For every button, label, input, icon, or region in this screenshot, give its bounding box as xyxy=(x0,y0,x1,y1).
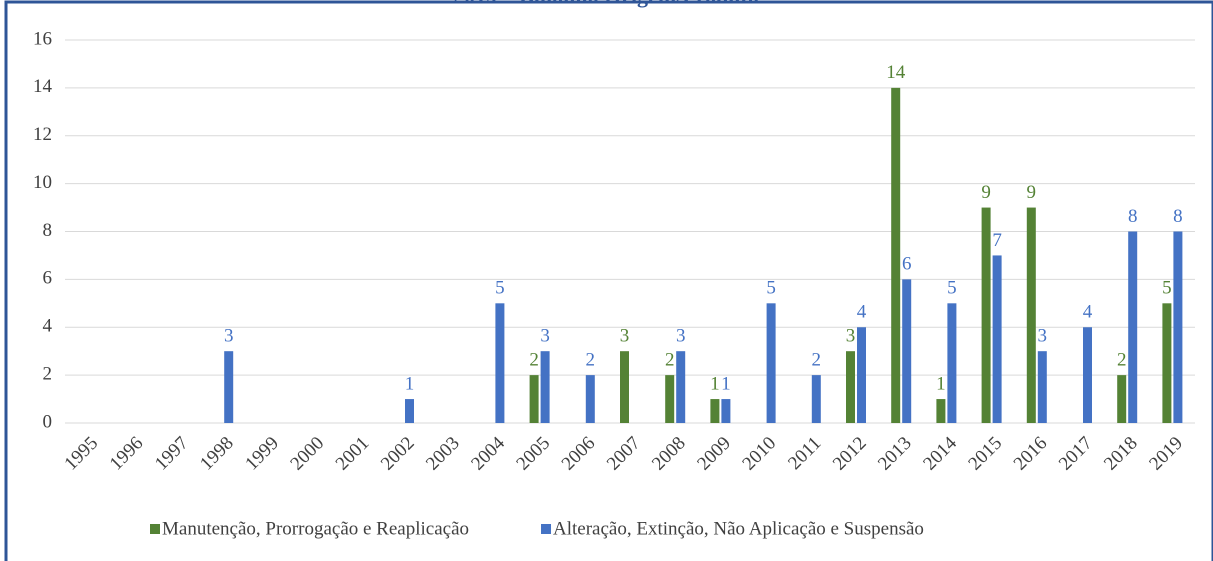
bar xyxy=(846,351,855,423)
data-label: 5 xyxy=(495,278,505,299)
bar xyxy=(811,375,821,423)
bar xyxy=(721,399,731,423)
data-label: 3 xyxy=(224,326,234,347)
data-label: 3 xyxy=(540,326,550,347)
y-tick-label: 12 xyxy=(33,124,52,145)
x-tick-label: 2009 xyxy=(693,433,735,475)
x-tick-label: 2001 xyxy=(332,433,374,475)
bar xyxy=(665,375,675,423)
y-tick-label: 10 xyxy=(33,172,52,193)
bar xyxy=(947,303,957,423)
bar xyxy=(529,375,539,423)
legend-label: Alteração, Extinção, Não Aplicação e Sus… xyxy=(553,518,924,539)
data-label: 1 xyxy=(721,373,731,394)
x-tick-label: 2019 xyxy=(1145,433,1187,475)
data-label: 2 xyxy=(586,349,596,370)
bar xyxy=(857,327,866,423)
data-label: 1 xyxy=(936,373,946,394)
bar xyxy=(992,255,1002,423)
bar xyxy=(676,351,686,423)
y-tick-label: 16 xyxy=(33,28,52,49)
x-tick-label: 2002 xyxy=(377,433,419,475)
bar xyxy=(1026,207,1036,423)
data-label: 2 xyxy=(529,349,539,370)
data-label: 5 xyxy=(1162,278,1172,299)
chart-title: 2019 – Binômio Origem/Produto xyxy=(453,0,759,8)
bar xyxy=(1117,375,1127,423)
x-tick-label: 2008 xyxy=(648,433,690,475)
x-tick-label: 2018 xyxy=(1100,433,1142,475)
bar xyxy=(1083,327,1092,423)
data-label: 7 xyxy=(992,230,1002,251)
x-tick-label: 2006 xyxy=(558,433,600,475)
data-label: 6 xyxy=(902,254,912,275)
data-label: 1 xyxy=(710,373,720,394)
x-tick-label: 1999 xyxy=(241,433,283,475)
y-tick-label: 0 xyxy=(43,411,53,432)
legend-swatch xyxy=(150,524,160,534)
data-label: 3 xyxy=(620,326,630,347)
data-label: 4 xyxy=(1083,302,1093,323)
data-label: 3 xyxy=(846,326,856,347)
bar xyxy=(540,351,550,423)
y-tick-label: 6 xyxy=(43,268,53,289)
y-tick-label: 8 xyxy=(43,220,53,241)
x-tick-label: 1996 xyxy=(106,433,148,475)
frame xyxy=(4,0,1213,561)
x-tick-label: 1997 xyxy=(151,433,193,475)
legend-swatch xyxy=(541,524,552,534)
bar xyxy=(936,399,946,423)
bar xyxy=(1162,303,1172,423)
data-label: 2 xyxy=(1117,349,1127,370)
data-label: 9 xyxy=(1027,182,1037,203)
bar xyxy=(405,399,414,423)
x-tick-label: 2004 xyxy=(467,432,509,474)
bar xyxy=(710,399,720,423)
x-tick-label: 2005 xyxy=(512,433,554,475)
data-label: 3 xyxy=(1038,326,1048,347)
bar xyxy=(585,375,595,423)
x-tick-label: 2012 xyxy=(829,433,871,475)
data-label: 1 xyxy=(405,373,415,394)
x-tick-label: 2000 xyxy=(286,433,328,475)
y-tick-label: 4 xyxy=(43,316,53,337)
y-tick-label: 2 xyxy=(43,363,53,384)
x-tick-label: 2013 xyxy=(874,433,916,475)
data-label: 5 xyxy=(947,278,957,299)
x-tick-label: 2016 xyxy=(1010,433,1052,475)
data-label: 8 xyxy=(1128,206,1138,227)
data-label: 3 xyxy=(676,326,686,347)
x-tick-label: 2003 xyxy=(422,433,464,475)
x-tick-label: 1995 xyxy=(60,433,102,475)
bar xyxy=(981,207,991,423)
bar xyxy=(1173,231,1183,423)
bar xyxy=(1128,231,1138,423)
x-tick-label: 2010 xyxy=(738,433,780,475)
bar xyxy=(902,279,912,423)
data-label: 14 xyxy=(886,62,906,83)
x-tick-label: 2017 xyxy=(1055,433,1097,475)
data-label: 5 xyxy=(766,278,776,299)
data-label: 2 xyxy=(812,349,822,370)
x-tick-label: 2007 xyxy=(603,433,645,475)
data-label: 2 xyxy=(665,349,675,370)
bar xyxy=(224,351,234,423)
x-tick-label: 2011 xyxy=(784,433,825,474)
x-tick-label: 2015 xyxy=(964,433,1006,475)
bar xyxy=(620,351,629,423)
legend-label: Manutenção, Prorrogação e Reaplicação xyxy=(162,518,469,539)
data-label: 8 xyxy=(1173,206,1183,227)
bar xyxy=(495,303,505,423)
x-tick-label: 1998 xyxy=(196,433,238,475)
data-label: 4 xyxy=(857,302,867,323)
x-tick-label: 2014 xyxy=(919,432,961,474)
bar xyxy=(1037,351,1047,423)
data-label: 9 xyxy=(981,182,991,203)
y-tick-label: 14 xyxy=(33,76,53,97)
bar xyxy=(766,303,776,423)
bar xyxy=(891,87,901,423)
